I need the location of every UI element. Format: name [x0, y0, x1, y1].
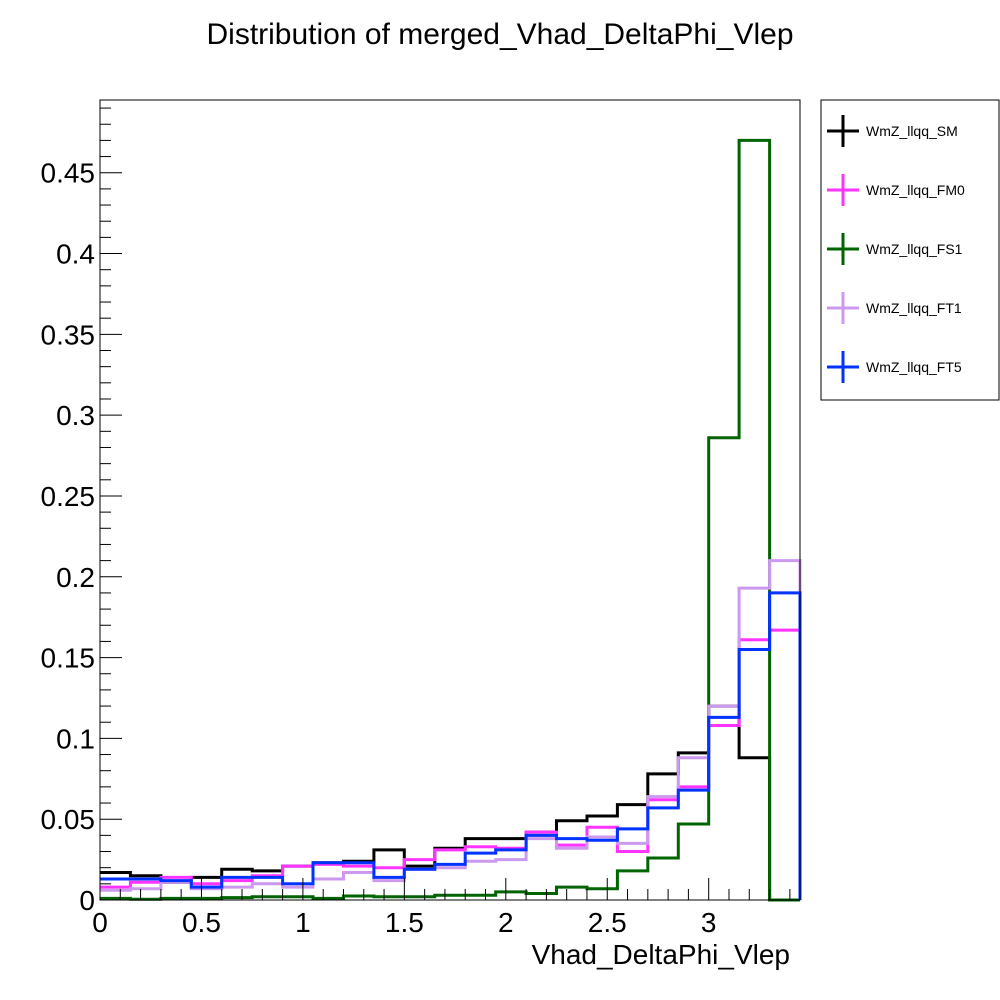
axis-ticks	[99, 107, 791, 901]
x-axis-title: Vhad_DeltaPhi_Vlep	[532, 939, 790, 970]
y-tick-label: 0.1	[56, 723, 95, 754]
series-line-wmz-llqq-ft5	[100, 591, 802, 900]
y-tick-label: 0.3	[56, 400, 95, 431]
x-tick-label: 1.5	[385, 907, 424, 938]
y-tick-label: 0.05	[41, 804, 96, 835]
x-tick-label: 2.5	[588, 907, 627, 938]
y-tick-label: 0.15	[41, 643, 96, 674]
x-tick-label: 1	[295, 907, 311, 938]
y-tick-label: 0.2	[56, 562, 95, 593]
x-tick-label: 3	[701, 907, 717, 938]
y-tick-label: 0.35	[41, 319, 96, 350]
tick-labels: 0 0.05 0.1 0.15 0.2 0.25 0.3 0.35 0.4 0.45 0 0.5 1 1.…	[41, 158, 717, 938]
x-tick-label: 2	[498, 907, 514, 938]
legend: WmZ_llqq_SM WmZ_llqq_FM0 WmZ_llqq_FS1 WmZ_l…	[820, 99, 1000, 401]
y-tick-label: 0	[79, 885, 95, 916]
x-tick-label: 0.5	[182, 907, 221, 938]
legend-label-wmz-llqq-fs1: WmZ_llqq_FS1	[866, 241, 963, 257]
y-tick-label: 0.25	[41, 481, 96, 512]
chart-title: Distribution of merged_Vhad_DeltaPhi_Vle…	[206, 18, 793, 51]
plot-frame	[99, 99, 801, 901]
legend-label-wmz-llqq-ft5: WmZ_llqq_FT5	[866, 359, 962, 375]
x-tick-label: 0	[92, 907, 108, 938]
legend-label-wmz-llqq-fm0: WmZ_llqq_FM0	[866, 182, 965, 198]
legend-label-wmz-llqq-ft1: WmZ_llqq_FT1	[866, 300, 962, 316]
y-tick-label: 0.45	[41, 158, 96, 189]
legend-label-wmz-llqq-sm: WmZ_llqq_SM	[866, 123, 958, 139]
y-tick-label: 0.4	[56, 239, 95, 270]
